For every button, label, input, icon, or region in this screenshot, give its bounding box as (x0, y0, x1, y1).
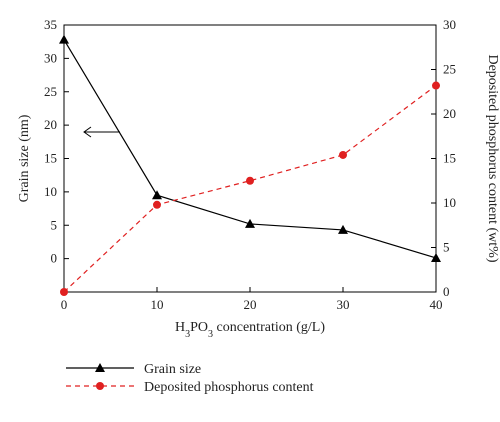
x-tick-label: 40 (430, 297, 443, 312)
x-axis-label-subscript: 3 (185, 329, 190, 340)
x-axis-label-part: concentration (g/L) (213, 320, 325, 335)
left-y-tick-label: 20 (44, 117, 57, 132)
plot-area-border (63, 24, 437, 293)
x-axis-label-subscript: 3 (208, 329, 213, 340)
left-y-tick-label: 15 (44, 151, 57, 166)
phosphorus-content-point (432, 81, 440, 90)
legend-marker-triangle (95, 363, 105, 372)
left-y-tick-label: 30 (44, 50, 57, 65)
left-y-tick-label: 25 (44, 84, 57, 99)
phosphorus-content-point (60, 288, 68, 296)
right-y-tick-label: 20 (443, 106, 456, 121)
right-y-tick-label: 0 (443, 284, 450, 299)
x-tick-label: 10 (151, 297, 164, 312)
grain-size-point (59, 34, 69, 44)
left-arrow-head-icon (83, 126, 92, 138)
legend-label: Grain size (144, 362, 201, 377)
left-y-tick-label: 10 (44, 184, 57, 199)
legend-marker-circle (96, 382, 104, 390)
right-y-tick-label: 30 (443, 17, 456, 32)
grain-size-point (431, 252, 441, 262)
left-y-tick-label: 0 (51, 251, 58, 266)
right-y-tick-label: 25 (443, 62, 456, 77)
phosphorus-content-point (339, 150, 347, 159)
phosphorus-content-line (63, 85, 437, 293)
x-tick-label: 20 (244, 297, 257, 312)
right-y-tick-label: 15 (443, 151, 456, 166)
left-y-axis-label: Grain size (nm) (17, 114, 32, 202)
phosphorus-content-point (246, 176, 254, 185)
right-y-tick-label: 5 (443, 240, 450, 255)
right-y-tick-label: 10 (443, 195, 456, 210)
left-y-tick-label: 35 (44, 17, 57, 32)
x-axis-label-part: H (175, 320, 185, 335)
x-axis-label-part: PO (190, 320, 208, 335)
legend-label: Deposited phosphorus content (144, 380, 314, 395)
grain-size-point (152, 190, 162, 200)
left-y-tick-label: 5 (51, 217, 58, 232)
x-axis-label: H3PO3 concentration (g/L) (175, 320, 325, 340)
x-tick-label: 0 (61, 297, 68, 312)
phosphorus-content-point (153, 200, 161, 209)
right-y-axis-label: Deposited phosphorus content (wt%) (485, 54, 500, 262)
grain-size-point (245, 218, 255, 228)
grain-size-point (338, 224, 348, 234)
x-tick-label: 30 (337, 297, 350, 312)
